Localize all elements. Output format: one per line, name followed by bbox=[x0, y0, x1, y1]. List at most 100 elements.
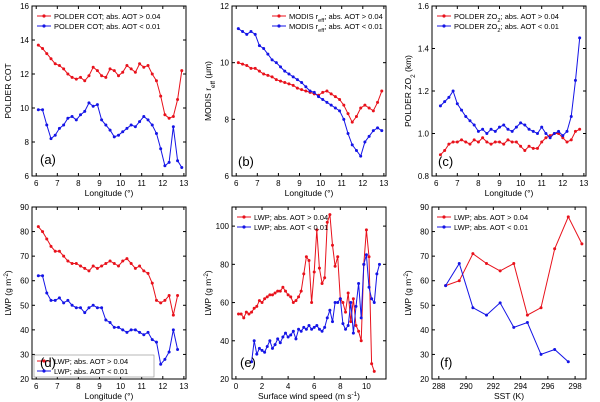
panel-f: 288 290 292 294 296 298 20 30 40 50 60 70 80 90 SST (K… bbox=[403, 203, 587, 401]
data-point-red bbox=[376, 100, 380, 104]
series-line-red bbox=[37, 44, 183, 119]
data-point-blue bbox=[323, 325, 327, 329]
data-point-red bbox=[262, 72, 266, 76]
data-point-red bbox=[150, 72, 154, 76]
data-point-blue bbox=[341, 322, 345, 326]
data-point-blue bbox=[308, 89, 312, 93]
data-point-red bbox=[112, 69, 116, 73]
data-point-red bbox=[108, 259, 112, 263]
y-tick-label: 70 bbox=[420, 252, 429, 261]
y-tick-label: 8 bbox=[225, 115, 230, 124]
data-point-red bbox=[138, 264, 142, 268]
legend-label: POLDER COT; abs. AOT > 0.04 bbox=[54, 12, 160, 21]
x-tick-label: 8 bbox=[476, 179, 481, 188]
data-point-red bbox=[371, 109, 375, 113]
data-point-red bbox=[163, 298, 167, 302]
data-point-blue bbox=[363, 140, 367, 144]
plot-frame bbox=[431, 206, 587, 380]
y-axis-label: LWP (g m-2) bbox=[3, 270, 14, 316]
data-point-red bbox=[294, 299, 298, 303]
data-point-red bbox=[346, 291, 350, 295]
data-point-blue bbox=[154, 340, 158, 344]
y-tick-label: 40 bbox=[20, 326, 29, 335]
data-point-red bbox=[116, 264, 120, 268]
data-point-red bbox=[342, 103, 346, 107]
data-point-red bbox=[561, 136, 565, 140]
data-point-red bbox=[133, 266, 137, 270]
data-point-blue bbox=[531, 129, 535, 133]
data-point-red bbox=[150, 281, 154, 285]
data-point-blue bbox=[310, 327, 314, 331]
data-point-blue bbox=[260, 348, 264, 352]
data-point-blue bbox=[36, 274, 40, 278]
data-point-red bbox=[370, 362, 374, 366]
y-tick-label: 6 bbox=[225, 172, 230, 181]
data-point-blue bbox=[502, 123, 506, 127]
data-point-red bbox=[253, 66, 257, 70]
data-point-blue bbox=[53, 298, 57, 302]
y-tick-label: 1.0 bbox=[418, 130, 430, 139]
data-point-blue bbox=[95, 103, 99, 107]
data-point-blue bbox=[485, 132, 489, 135]
data-point-blue bbox=[527, 127, 531, 131]
data-point-red bbox=[95, 266, 99, 270]
data-point-blue bbox=[121, 130, 125, 134]
x-axis-label: Longitude (°) bbox=[285, 188, 334, 198]
data-point-blue bbox=[294, 337, 298, 341]
data-point-red bbox=[286, 293, 290, 297]
data-point-blue bbox=[83, 311, 87, 315]
x-tick-label: 12 bbox=[158, 179, 167, 188]
data-point-blue bbox=[333, 301, 337, 305]
data-point-blue bbox=[70, 303, 74, 307]
data-point-red bbox=[57, 64, 61, 67]
data-point-blue bbox=[330, 320, 334, 324]
data-point-blue bbox=[344, 327, 348, 331]
data-point-blue bbox=[129, 123, 133, 127]
data-point-red bbox=[329, 92, 333, 96]
y-tick-label: 1.6 bbox=[418, 2, 430, 11]
data-point-red bbox=[237, 312, 241, 316]
data-point-red bbox=[553, 247, 557, 251]
data-point-red bbox=[464, 140, 468, 144]
data-point-red bbox=[171, 313, 175, 317]
data-point-blue bbox=[125, 126, 129, 130]
data-point-blue bbox=[354, 304, 358, 308]
legend-marker-red bbox=[442, 14, 446, 18]
x-tick-label: 10 bbox=[362, 382, 371, 391]
data-point-blue bbox=[367, 134, 371, 138]
data-point-blue bbox=[289, 333, 293, 337]
legend-label: POLDER ZO2; abs. AOT < 0.01 bbox=[454, 22, 559, 34]
data-point-red bbox=[354, 323, 358, 327]
data-point-red bbox=[270, 293, 274, 297]
data-point-blue bbox=[569, 115, 573, 118]
x-tick-label: 12 bbox=[158, 382, 167, 391]
data-point-blue bbox=[273, 343, 277, 347]
data-point-red bbox=[45, 237, 49, 241]
data-point-blue bbox=[320, 329, 324, 333]
data-point-red bbox=[133, 70, 137, 74]
data-point-red bbox=[79, 264, 83, 268]
legend-marker-red bbox=[42, 14, 46, 18]
data-point-blue bbox=[57, 126, 61, 130]
data-point-red bbox=[346, 112, 350, 116]
data-point-blue bbox=[525, 320, 529, 324]
data-point-red bbox=[129, 262, 133, 266]
plot-frame bbox=[231, 5, 387, 177]
y-tick-label: 20 bbox=[20, 375, 29, 384]
data-point-red bbox=[498, 140, 502, 144]
panel-label: (b) bbox=[238, 154, 254, 169]
data-point-red bbox=[260, 301, 264, 305]
data-point-blue bbox=[112, 325, 116, 329]
data-point-blue bbox=[245, 32, 249, 36]
data-point-red bbox=[146, 64, 150, 67]
data-point-blue bbox=[300, 81, 304, 84]
data-point-red bbox=[176, 293, 180, 297]
data-point-blue bbox=[116, 325, 120, 329]
x-tick-label: 6 bbox=[312, 382, 317, 391]
data-point-blue bbox=[325, 100, 329, 104]
data-point-red bbox=[299, 289, 303, 293]
data-point-red bbox=[472, 138, 476, 142]
data-point-blue bbox=[125, 330, 129, 334]
